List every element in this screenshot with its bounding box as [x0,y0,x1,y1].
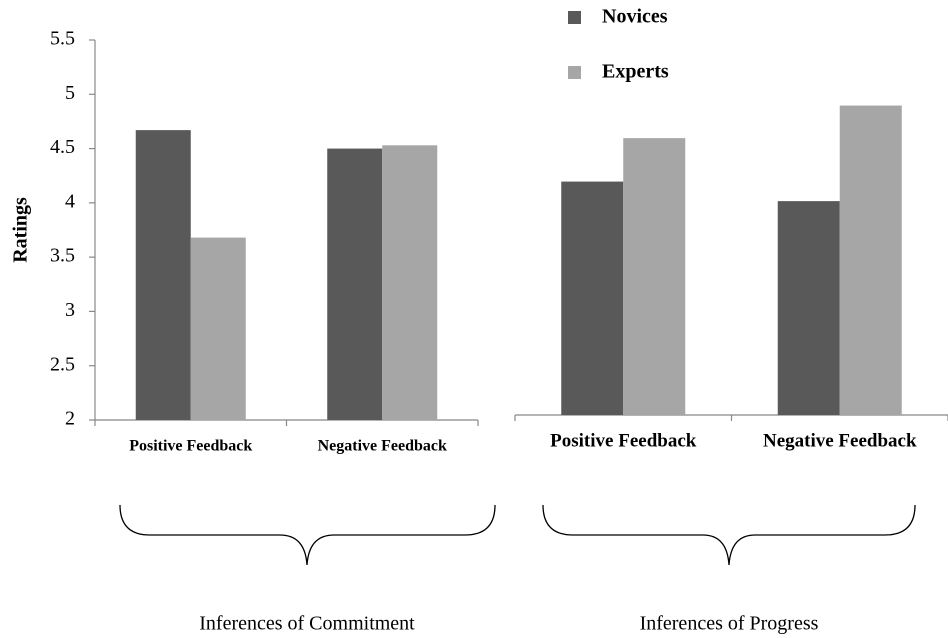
bar [839,105,902,416]
group-label: Inferences of Progress [640,613,819,635]
x-tick-label: Positive Feedback [550,430,697,451]
legend-label: Experts [602,61,669,83]
y-tick-label: 2 [65,408,75,430]
x-tick-label: Negative Feedback [318,438,447,455]
bar [327,148,383,421]
y-tick-label: 2.5 [50,353,75,375]
group-label: Inferences of Commitment [199,613,415,635]
y-tick-label: 4.5 [50,136,75,158]
x-tick-label: Positive Feedback [129,438,252,455]
bar [135,130,191,420]
legend-swatch [568,11,581,24]
bar [777,201,840,415]
brace [119,504,496,566]
y-tick-label: 5.5 [50,28,75,50]
bar [623,138,686,415]
legend-swatch [568,66,581,79]
y-tick-label: 5 [65,82,75,104]
y-tick-label: 4 [65,190,75,212]
legend-label: Novices [602,6,668,28]
y-tick-label: 3 [65,299,75,321]
bar [190,237,246,420]
bar [561,181,624,415]
brace [542,504,916,566]
y-tick-label: 3.5 [50,245,75,267]
x-tick-label: Negative Feedback [763,430,917,451]
bar [382,145,438,421]
y-axis-label: Ratings [10,197,32,263]
